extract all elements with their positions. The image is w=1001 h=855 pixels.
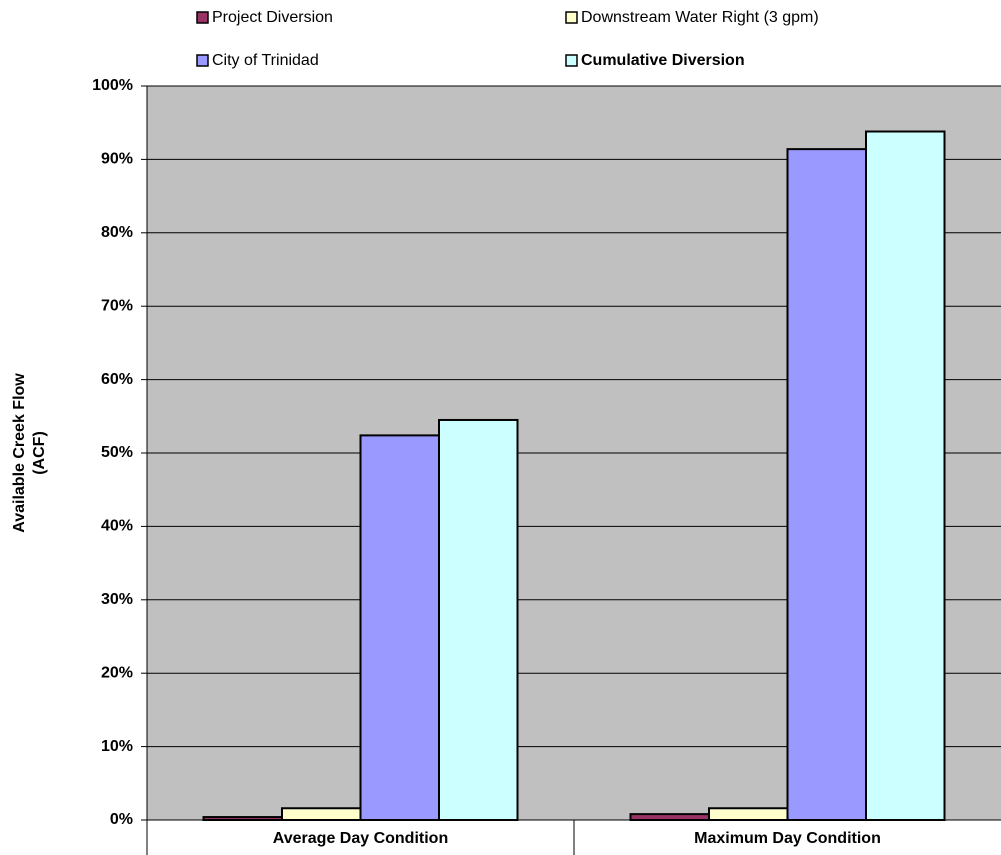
bar bbox=[359, 434, 440, 821]
y-tick-label: 40% bbox=[101, 518, 133, 535]
y-tick-label: 80% bbox=[101, 224, 133, 241]
y-tick-label: 20% bbox=[101, 664, 133, 681]
legend-swatch bbox=[565, 11, 578, 24]
legend-label: Downstream Water Right (3 gpm) bbox=[581, 9, 819, 26]
y-axis-label-line: (ACF) bbox=[31, 431, 48, 475]
legend-swatch bbox=[196, 54, 209, 67]
bar bbox=[281, 807, 362, 821]
bar bbox=[708, 807, 789, 821]
y-axis-label-line: Available Creek Flow bbox=[11, 373, 28, 533]
y-tick-label: 90% bbox=[101, 151, 133, 168]
y-axis-label: Available Creek Flow (ACF) bbox=[11, 373, 48, 533]
legend-label: Project Diversion bbox=[212, 9, 333, 26]
x-tick-label: Average Day Condition bbox=[273, 830, 448, 847]
legend-label: Cumulative Diversion bbox=[581, 52, 745, 69]
legend-swatch bbox=[196, 11, 209, 24]
y-tick-label: 0% bbox=[110, 811, 133, 828]
y-tick-label: 70% bbox=[101, 297, 133, 314]
y-tick-label: 30% bbox=[101, 591, 133, 608]
y-tick-label: 10% bbox=[101, 738, 133, 755]
legend-label: City of Trinidad bbox=[212, 52, 319, 69]
legend-swatch bbox=[565, 54, 578, 67]
y-tick-label: 50% bbox=[101, 444, 133, 461]
bar bbox=[865, 130, 946, 821]
bar bbox=[786, 148, 867, 821]
x-tick-label: Maximum Day Condition bbox=[694, 830, 881, 847]
y-tick-label: 60% bbox=[101, 371, 133, 388]
y-tick-label: 100% bbox=[92, 77, 133, 94]
bar bbox=[629, 813, 710, 821]
bar bbox=[438, 418, 519, 821]
